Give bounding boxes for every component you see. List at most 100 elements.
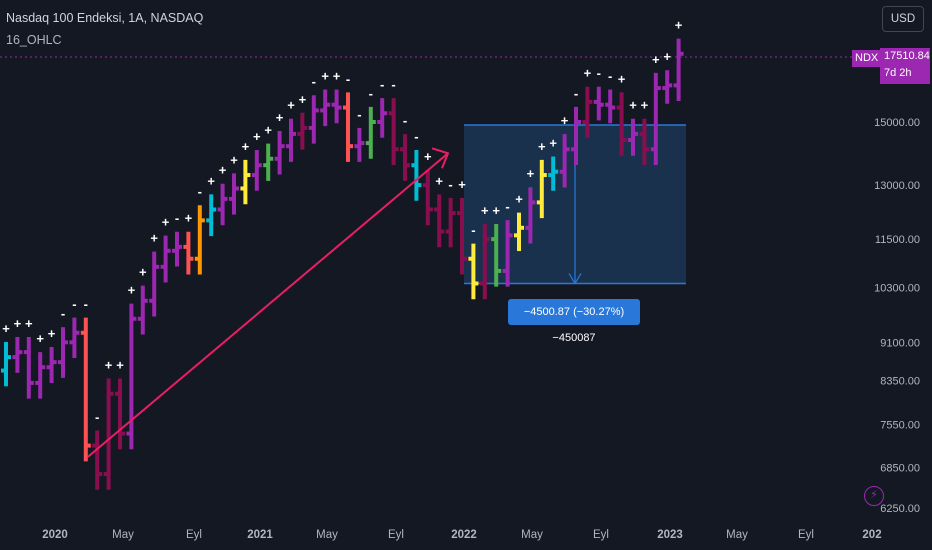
y-tick-label: 7550.00	[880, 420, 920, 432]
sign-marker: -	[448, 177, 452, 192]
ohlc-bar	[69, 317, 80, 359]
sign-marker: -	[391, 77, 395, 92]
ohlc-bar	[548, 156, 559, 191]
sign-marker: +	[561, 113, 569, 128]
sign-marker: +	[515, 192, 523, 207]
ohlc-bar	[662, 70, 673, 104]
ohlc-bar	[616, 92, 627, 156]
y-tick-label: 13000.00	[874, 180, 920, 192]
sign-markers: + + ++ +-- --+ +++++ - +-+++++ +++ +- + + ---- ---++ -…	[2, 18, 683, 425]
sign-marker: +	[321, 69, 329, 84]
sign-marker: +	[207, 173, 215, 188]
sign-marker: +	[276, 110, 284, 125]
ohlc-bar	[559, 134, 570, 188]
ohlc-bar	[605, 89, 616, 124]
ohlc-bar	[639, 118, 650, 165]
ohlc-bar	[12, 336, 23, 373]
sign-marker: +	[264, 123, 272, 138]
x-tick-label: Eyl	[186, 529, 202, 541]
ohlc-bar	[149, 251, 160, 317]
sign-marker: +	[48, 326, 56, 341]
sign-marker: +	[618, 71, 626, 86]
sign-marker: -	[198, 184, 202, 199]
sign-marker: +	[242, 139, 250, 154]
x-tick-label: Eyl	[798, 529, 814, 541]
y-tick-label: 11500.00	[875, 234, 920, 246]
sign-marker: +	[492, 203, 500, 218]
ohlc-bar	[126, 303, 137, 450]
ohlc-bar	[411, 150, 422, 201]
ohlc-bar	[502, 220, 513, 287]
y-tick-label: 15000.00	[874, 117, 920, 129]
ohlc-bar	[160, 235, 171, 283]
ohlc-bar	[251, 150, 262, 191]
ohlc-bar	[80, 317, 91, 462]
ohlc-bar	[240, 159, 251, 205]
sign-marker: -	[608, 69, 612, 84]
sign-marker: -	[61, 306, 65, 321]
ohlc-bar	[400, 134, 410, 181]
y-tick-label: 6850.00	[880, 463, 920, 475]
x-tick-label: Eyl	[593, 529, 609, 541]
ohlc-bar	[308, 95, 319, 144]
ohlc-bar	[172, 231, 182, 267]
ohlc-bar	[377, 98, 388, 138]
last-price-tag: 17510.84 7d 2h	[880, 48, 930, 84]
ohlc-bar	[628, 118, 638, 156]
ohlc-bar	[229, 173, 239, 215]
sign-marker: +	[424, 149, 432, 164]
flash-icon[interactable]: ⚡	[864, 486, 884, 506]
sign-marker: +	[185, 211, 193, 226]
ohlc-bar	[354, 127, 365, 162]
ohlc-bar	[263, 143, 274, 181]
x-tick-label: 2020	[42, 529, 68, 541]
sign-marker: +	[481, 203, 489, 218]
sign-marker: +	[230, 152, 238, 167]
last-price-value: 17510.84	[884, 50, 930, 62]
sign-marker: -	[369, 86, 373, 101]
sign-marker: +	[150, 231, 158, 246]
symbol-tag: NDX	[852, 50, 882, 67]
sign-marker: +	[287, 98, 295, 113]
x-tick-label: Eyl	[388, 529, 404, 541]
sign-marker: +	[14, 316, 22, 331]
sign-marker: +	[641, 98, 649, 113]
sign-marker: +	[652, 52, 660, 67]
x-tick-label: 2023	[657, 529, 683, 541]
trend-arrow[interactable]	[87, 147, 450, 458]
y-axis: 15000.00 13000.00 11500.00 10300.00 9100.00 8…	[874, 117, 920, 515]
sign-marker: -	[175, 211, 179, 226]
ohlc-bar	[514, 212, 524, 252]
currency-button[interactable]: USD	[882, 6, 924, 32]
sign-marker: -	[84, 297, 88, 312]
sign-marker: -	[574, 86, 578, 101]
sign-marker: +	[435, 173, 443, 188]
sign-marker: +	[253, 129, 261, 144]
ohlc-bar	[137, 285, 148, 335]
sign-marker: -	[505, 199, 509, 214]
ohlc-bar	[206, 194, 217, 237]
trend-arrow-line	[87, 152, 449, 458]
ohlc-bar	[103, 378, 114, 490]
sign-marker: +	[675, 18, 683, 33]
sign-marker: -	[357, 107, 361, 122]
sign-marker: -	[72, 297, 76, 312]
x-tick-label: 202	[862, 529, 881, 541]
x-axis: 2020 May Eyl 2021 May Eyl 2022 May Eyl 2023 May Eyl…	[42, 529, 881, 541]
ohlc-bar	[1, 341, 11, 387]
sign-marker: +	[299, 92, 307, 107]
x-tick-label: May	[316, 529, 338, 541]
sign-marker: -	[380, 77, 384, 92]
ohlc-bar	[525, 187, 536, 244]
sign-marker: +	[629, 98, 637, 113]
sign-marker: -	[346, 71, 350, 86]
sign-marker: +	[116, 358, 124, 373]
ohlc-bar	[58, 327, 68, 378]
ohlc-bar	[183, 231, 194, 275]
indicator-label[interactable]: 16_OHLC	[6, 33, 62, 47]
ohlc-bar	[286, 118, 296, 162]
ohlc-bar	[217, 183, 228, 226]
ohlc-bar	[343, 92, 353, 162]
sign-marker: +	[162, 215, 170, 230]
